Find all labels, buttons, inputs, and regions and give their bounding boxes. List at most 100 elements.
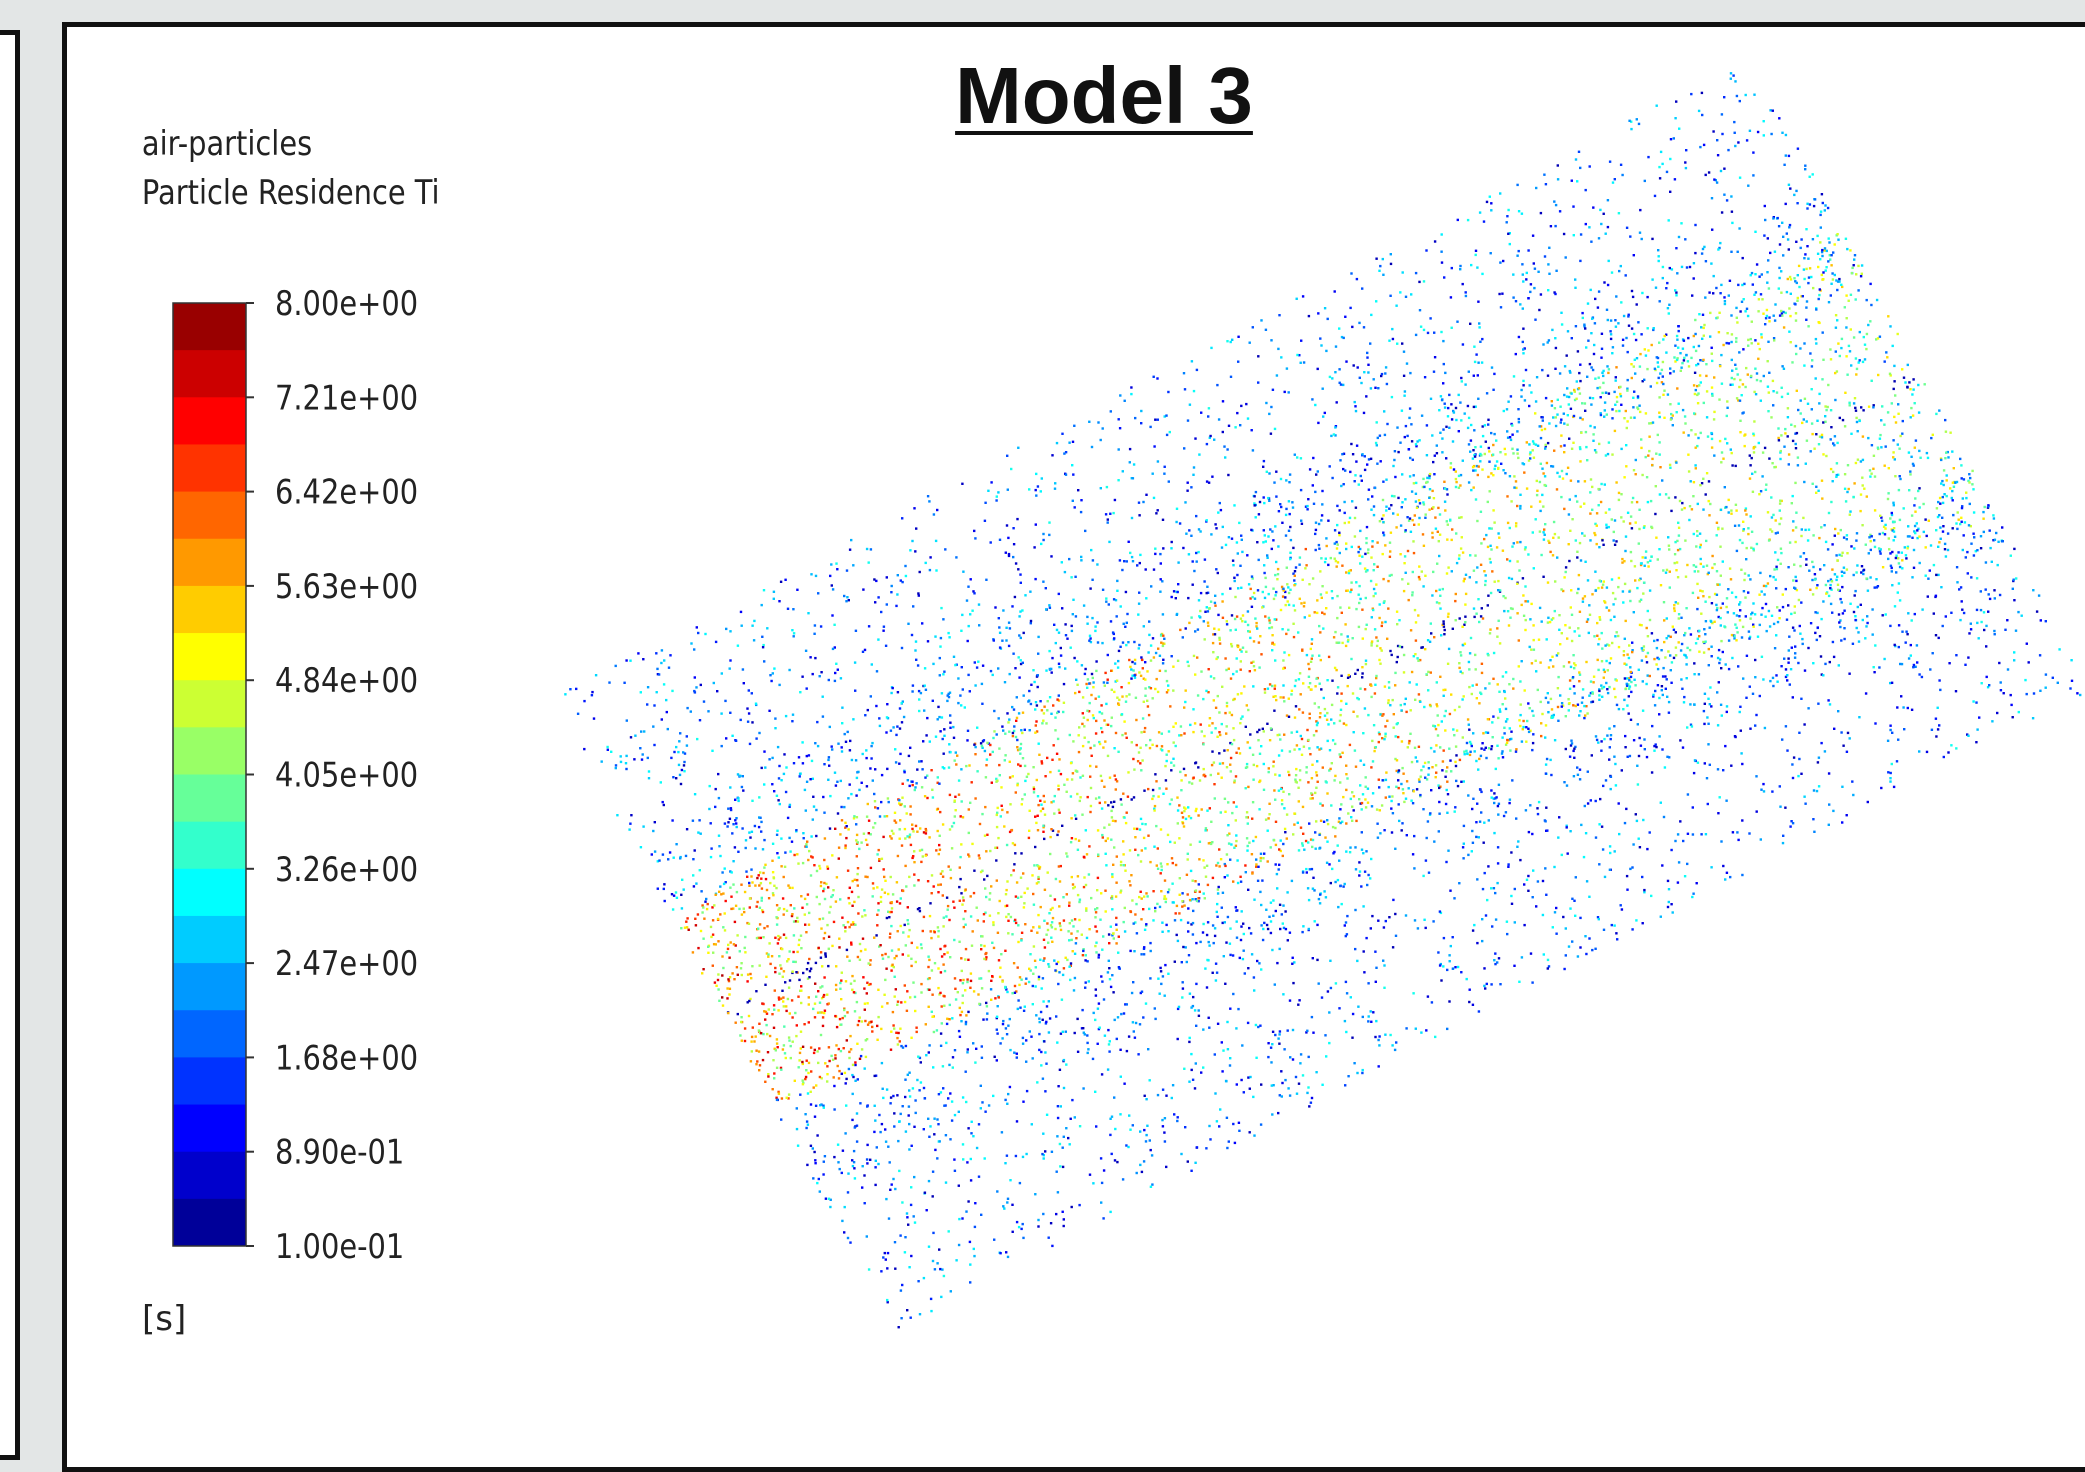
particle xyxy=(1425,927,1427,929)
particle xyxy=(1545,183,1547,185)
particle xyxy=(1062,896,1064,898)
particle xyxy=(1457,966,1459,968)
particle xyxy=(1403,562,1405,564)
particle xyxy=(1299,672,1301,674)
particle xyxy=(1051,921,1053,923)
particle xyxy=(1638,405,1640,407)
particle xyxy=(729,988,731,990)
particle xyxy=(1945,452,1947,454)
particle xyxy=(1639,411,1641,413)
particle xyxy=(1507,522,1509,524)
particle xyxy=(847,828,849,830)
particle xyxy=(1107,1068,1109,1070)
particle xyxy=(1188,954,1190,956)
particle xyxy=(1522,348,1524,350)
particle xyxy=(1985,561,1987,563)
particle xyxy=(1229,711,1231,713)
particle xyxy=(1108,942,1110,944)
particle xyxy=(741,974,743,976)
particle xyxy=(1409,475,1411,477)
particle xyxy=(708,808,710,810)
particle xyxy=(730,896,732,898)
particle xyxy=(1388,681,1390,683)
particle xyxy=(1863,336,1865,338)
particle xyxy=(1551,329,1553,331)
particle xyxy=(848,599,850,601)
particle xyxy=(1628,657,1630,659)
particle xyxy=(845,1082,847,1084)
particle xyxy=(1595,800,1597,802)
particle xyxy=(1296,731,1298,733)
particle xyxy=(1489,196,1491,198)
particle xyxy=(1598,290,1600,292)
particle xyxy=(1245,787,1247,789)
particle xyxy=(1222,400,1224,402)
particle xyxy=(1396,343,1398,345)
particle xyxy=(1588,226,1590,228)
particle xyxy=(748,1000,750,1002)
particle xyxy=(1284,1079,1286,1081)
particle xyxy=(1576,592,1578,594)
particle xyxy=(1680,649,1682,651)
particle xyxy=(1544,820,1546,822)
particle xyxy=(1099,802,1101,804)
particle xyxy=(1226,705,1228,707)
particle xyxy=(1302,833,1304,835)
particle xyxy=(1102,746,1104,748)
particle xyxy=(1976,622,1978,624)
particle xyxy=(1340,709,1342,711)
particle xyxy=(1300,457,1302,459)
particle xyxy=(1614,178,1616,180)
particle xyxy=(1059,925,1061,927)
particle xyxy=(854,1010,856,1012)
particle xyxy=(859,1102,861,1104)
particle xyxy=(951,825,953,827)
particle xyxy=(1781,396,1783,398)
particle xyxy=(1162,645,1164,647)
particle xyxy=(1341,752,1343,754)
particle xyxy=(1308,615,1310,617)
particle xyxy=(629,823,631,825)
particle xyxy=(1135,903,1137,905)
particle xyxy=(1759,695,1761,697)
particle xyxy=(792,951,794,953)
particle xyxy=(1417,927,1419,929)
particle xyxy=(771,1013,773,1015)
particle xyxy=(1443,481,1445,483)
particle xyxy=(833,1156,835,1158)
particle xyxy=(1599,386,1601,388)
particle xyxy=(1435,744,1437,746)
particle xyxy=(853,901,855,903)
particle xyxy=(1704,633,1706,635)
particle xyxy=(1185,818,1187,820)
particle xyxy=(1895,571,1897,573)
particle xyxy=(807,612,809,614)
particle xyxy=(1392,899,1394,901)
particle xyxy=(1846,751,1848,753)
particle xyxy=(1161,1119,1163,1121)
particle xyxy=(1620,516,1622,518)
particle xyxy=(1293,604,1295,606)
particle xyxy=(1528,443,1530,445)
particle xyxy=(1577,774,1579,776)
particle xyxy=(838,847,840,849)
particle xyxy=(1708,291,1710,293)
particle xyxy=(1804,165,1806,167)
particle xyxy=(1868,552,1870,554)
particle xyxy=(1452,440,1454,442)
particle xyxy=(1605,779,1607,781)
particle xyxy=(1588,937,1590,939)
page: Model 3 air-particles Particle Residence… xyxy=(0,0,2085,1431)
particle xyxy=(719,913,721,915)
particle xyxy=(884,953,886,955)
particle xyxy=(1129,666,1131,668)
particle xyxy=(620,755,622,757)
particle xyxy=(1115,917,1117,919)
particle xyxy=(1775,519,1777,521)
particle xyxy=(1013,869,1015,871)
particle xyxy=(935,540,937,542)
particle xyxy=(990,980,992,982)
particle xyxy=(823,882,825,884)
particle xyxy=(1645,655,1647,657)
particle xyxy=(866,1235,868,1237)
